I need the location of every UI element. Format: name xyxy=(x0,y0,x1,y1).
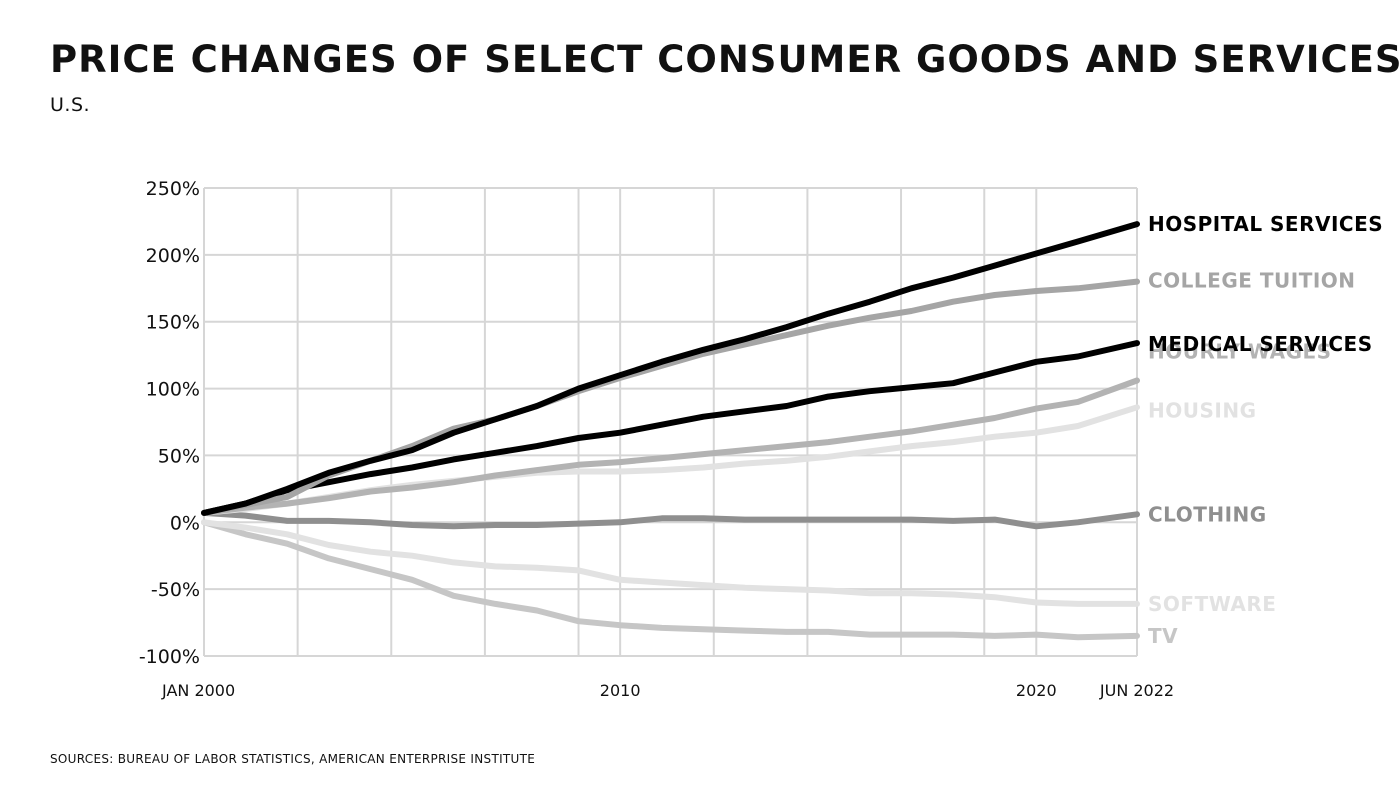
series-label-hourly-wages: HOURLY WAGES xyxy=(1148,340,1332,364)
series-line-hourly-wages xyxy=(201,377,1140,516)
series-label-clothing: CLOTHING xyxy=(1148,502,1267,526)
series-line-clothing xyxy=(201,509,1140,530)
y-axis-ticks: 250% 200% 150% 100% 50% 0% -50% -100% xyxy=(139,178,200,668)
series-line-hospital-services xyxy=(201,221,1140,516)
series-label-hospital-services: HOSPITAL SERVICES xyxy=(1148,212,1383,236)
series-labels: TV SOFTWARE CLOTHING HOUSING HOURLY WAGESMED… xyxy=(1148,212,1383,648)
y-tick-label: 150% xyxy=(146,312,200,334)
y-tick-label: -100% xyxy=(139,646,200,668)
series-line-tv xyxy=(201,519,1140,641)
x-tick-label: 2010 xyxy=(600,681,641,700)
chart-title: PRICE CHANGES OF SELECT CONSUMER GOODS A… xyxy=(50,38,1400,81)
series-label-software: SOFTWARE xyxy=(1148,592,1276,616)
x-tick-label: 2020 xyxy=(1016,681,1057,700)
series-label-tv: TV xyxy=(1148,624,1178,648)
x-tick-label: JAN 2000 xyxy=(161,681,235,700)
chart-subtitle: U.S. xyxy=(50,94,91,116)
x-axis-ticks: JAN 2000 2010 2020 JUN 2022 xyxy=(161,681,1174,700)
series-label-college-tuition: COLLEGE TUITION xyxy=(1148,269,1356,293)
y-tick-label: 50% xyxy=(158,445,200,467)
y-tick-label: 250% xyxy=(146,178,200,200)
y-tick-label: 200% xyxy=(146,245,200,267)
series-label-medical-services: MEDICAL SERVICES xyxy=(1148,332,1373,356)
series-line-medical-services xyxy=(201,340,1140,516)
grid-lines xyxy=(203,187,1138,657)
y-tick-label: -50% xyxy=(151,579,200,601)
y-tick-label: 100% xyxy=(146,379,200,401)
source-note: SOURCES: BUREAU OF LABOR STATISTICS, AME… xyxy=(50,752,536,766)
series-line-software xyxy=(201,519,1140,607)
y-tick-label: 0% xyxy=(170,512,200,534)
series-lines xyxy=(201,221,1140,641)
x-tick-label: JUN 2022 xyxy=(1099,681,1174,700)
series-label-housing: HOUSING xyxy=(1148,398,1256,422)
